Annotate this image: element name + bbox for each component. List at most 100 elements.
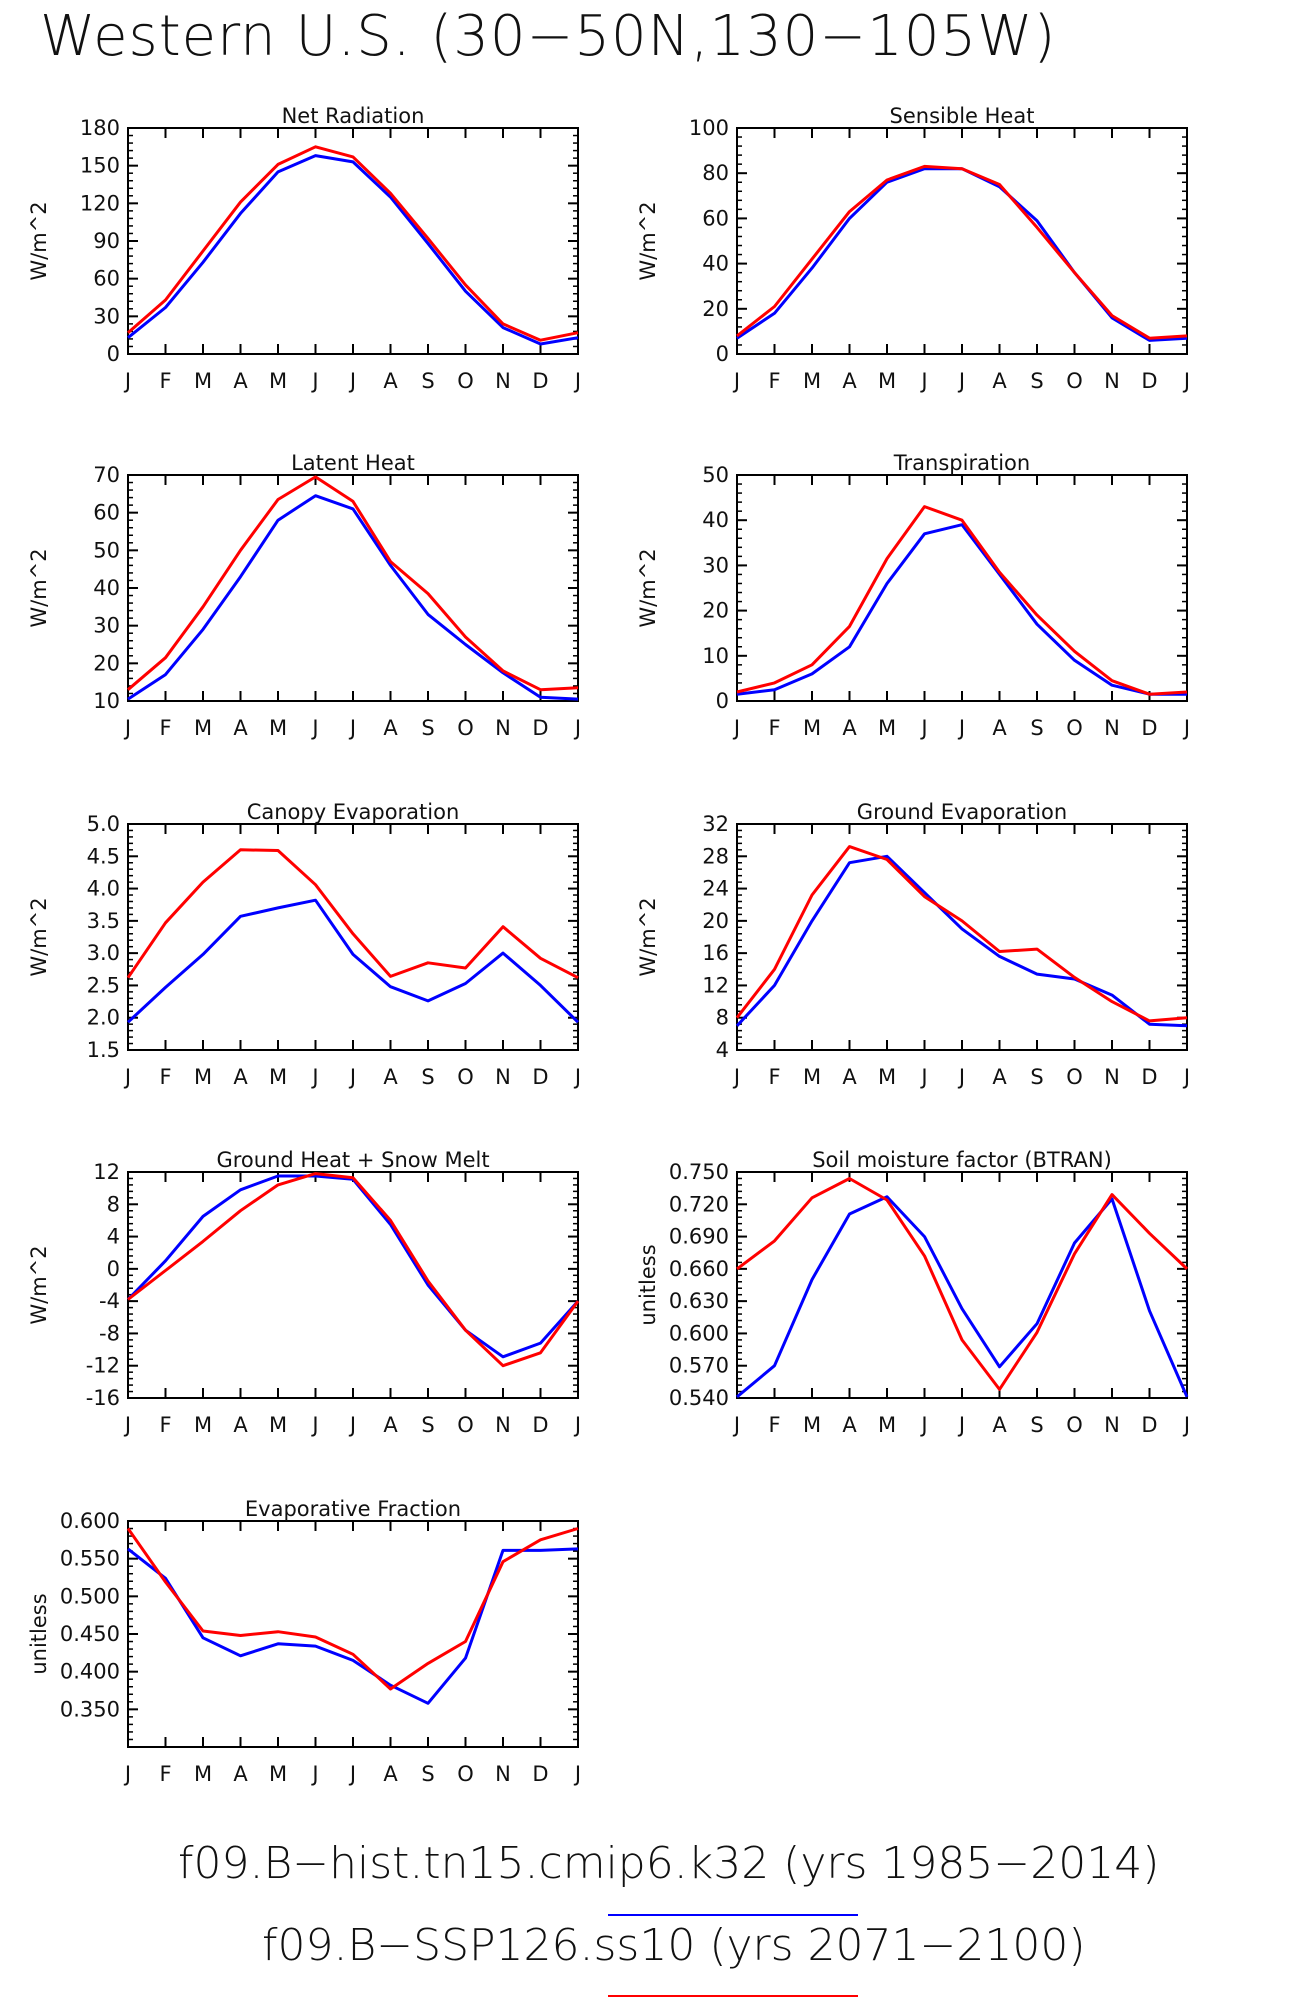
x-tick-label: O — [1066, 1413, 1083, 1437]
y-tick-label: 70 — [93, 463, 120, 487]
x-tick-label: J — [310, 1762, 318, 1786]
x-tick-label: N — [495, 716, 511, 740]
y-tick-label: 0.550 — [60, 1547, 120, 1571]
y-tick-label: 0.660 — [669, 1257, 729, 1281]
y-tick-label: 4.0 — [87, 877, 120, 901]
x-tick-label: S — [1030, 1413, 1043, 1437]
y-tick-label: 30 — [702, 553, 729, 577]
x-tick-label: A — [233, 1413, 248, 1437]
x-tick-label: D — [1141, 716, 1157, 740]
y-axis-label: W/m^2 — [636, 548, 660, 627]
x-tick-label: A — [233, 369, 248, 393]
x-tick-label: D — [1141, 1065, 1157, 1089]
x-tick-label: A — [233, 1065, 248, 1089]
series-line-ssp126 — [127, 145, 579, 342]
y-tick-label: 5.0 — [87, 812, 120, 836]
x-tick-label: J — [123, 369, 131, 393]
y-axis-label: W/m^2 — [27, 201, 51, 280]
y-tick-label: 120 — [80, 191, 120, 215]
x-tick-label: J — [123, 1413, 131, 1437]
x-tick-label: D — [532, 369, 548, 393]
y-tick-label: 4 — [716, 1038, 729, 1062]
chart-title: Latent Heat — [291, 451, 415, 475]
chart-panel-8: Evaporative Fraction unitless 0.350 0.400 0.… — [27, 1497, 581, 1786]
x-tick-label: A — [842, 716, 857, 740]
x-tick-label: F — [159, 1065, 171, 1089]
chart-panel-7: Soil moisture factor (BTRAN) unitless 0.54… — [636, 1148, 1190, 1437]
x-tick-label: A — [992, 369, 1007, 393]
x-tick-label: O — [457, 1413, 474, 1437]
y-axis-label: W/m^2 — [27, 1245, 51, 1324]
x-tick-label: N — [1104, 1065, 1120, 1089]
x-tick-label: J — [348, 1413, 356, 1437]
y-tick-label: 20 — [702, 909, 729, 933]
x-tick-label: M — [803, 1413, 821, 1437]
x-tick-label: A — [233, 716, 248, 740]
x-tick-label: S — [1030, 716, 1043, 740]
x-tick-label: F — [159, 1762, 171, 1786]
y-tick-label: 60 — [93, 267, 120, 291]
x-tick-label: J — [1182, 369, 1190, 393]
x-tick-label: M — [878, 716, 896, 740]
y-tick-label: 0.540 — [669, 1386, 729, 1410]
x-tick-label: J — [732, 1413, 740, 1437]
series-line-ssp126 — [127, 1172, 580, 1368]
y-tick-label: 50 — [702, 463, 729, 487]
x-tick-label: A — [842, 1413, 857, 1437]
plot-frame — [127, 823, 579, 1051]
x-tick-label: A — [383, 1413, 398, 1437]
x-tick-label: A — [233, 1762, 248, 1786]
y-tick-label: 180 — [80, 116, 120, 140]
y-tick-label: 0.570 — [669, 1354, 729, 1378]
x-tick-label: D — [1141, 369, 1157, 393]
x-tick-label: J — [957, 716, 965, 740]
x-tick-label: J — [310, 1413, 318, 1437]
series-line-hist — [736, 523, 1187, 696]
series-line-ssp126 — [736, 164, 1188, 340]
x-tick-label: M — [269, 369, 287, 393]
x-tick-label: O — [1066, 369, 1083, 393]
y-axis-label: W/m^2 — [636, 897, 660, 976]
x-tick-label: J — [957, 1065, 965, 1089]
y-tick-label: 20 — [702, 297, 729, 321]
y-tick-label: 3.0 — [87, 941, 120, 965]
x-tick-label: N — [1104, 716, 1120, 740]
y-axis-label: unitless — [27, 1593, 51, 1674]
plot-frame — [736, 823, 1188, 1051]
x-tick-label: A — [992, 1413, 1007, 1437]
x-tick-label: S — [1030, 369, 1043, 393]
y-tick-label: 40 — [702, 252, 729, 276]
y-tick-label: 30 — [93, 614, 120, 638]
y-tick-label: 0.600 — [60, 1509, 120, 1533]
x-tick-label: J — [573, 716, 581, 740]
x-tick-label: N — [1104, 1413, 1120, 1437]
y-tick-label: 80 — [702, 161, 729, 185]
x-tick-label: M — [803, 369, 821, 393]
x-tick-label: M — [269, 1413, 287, 1437]
x-tick-label: A — [842, 1065, 857, 1089]
x-tick-label: O — [457, 1762, 474, 1786]
x-tick-label: J — [310, 1065, 318, 1089]
y-tick-label: 3.5 — [87, 909, 120, 933]
y-tick-label: 30 — [93, 304, 120, 328]
x-tick-label: J — [348, 1065, 356, 1089]
y-axis-label: W/m^2 — [636, 201, 660, 280]
x-tick-label: J — [573, 1762, 581, 1786]
x-tick-label: D — [532, 1762, 548, 1786]
y-tick-label: 0.690 — [669, 1225, 729, 1249]
x-tick-label: M — [878, 1065, 896, 1089]
plot-frame — [127, 1520, 579, 1748]
x-tick-label: D — [532, 716, 548, 740]
y-tick-label: -16 — [86, 1386, 120, 1410]
x-tick-label: J — [732, 716, 740, 740]
x-tick-label: D — [532, 1065, 548, 1089]
series-line-ssp126 — [736, 505, 1188, 696]
series-line-hist — [735, 854, 1188, 1028]
x-tick-label: A — [383, 1762, 398, 1786]
x-tick-label: S — [421, 1413, 434, 1437]
x-tick-label: J — [310, 716, 318, 740]
x-tick-label: S — [421, 716, 434, 740]
